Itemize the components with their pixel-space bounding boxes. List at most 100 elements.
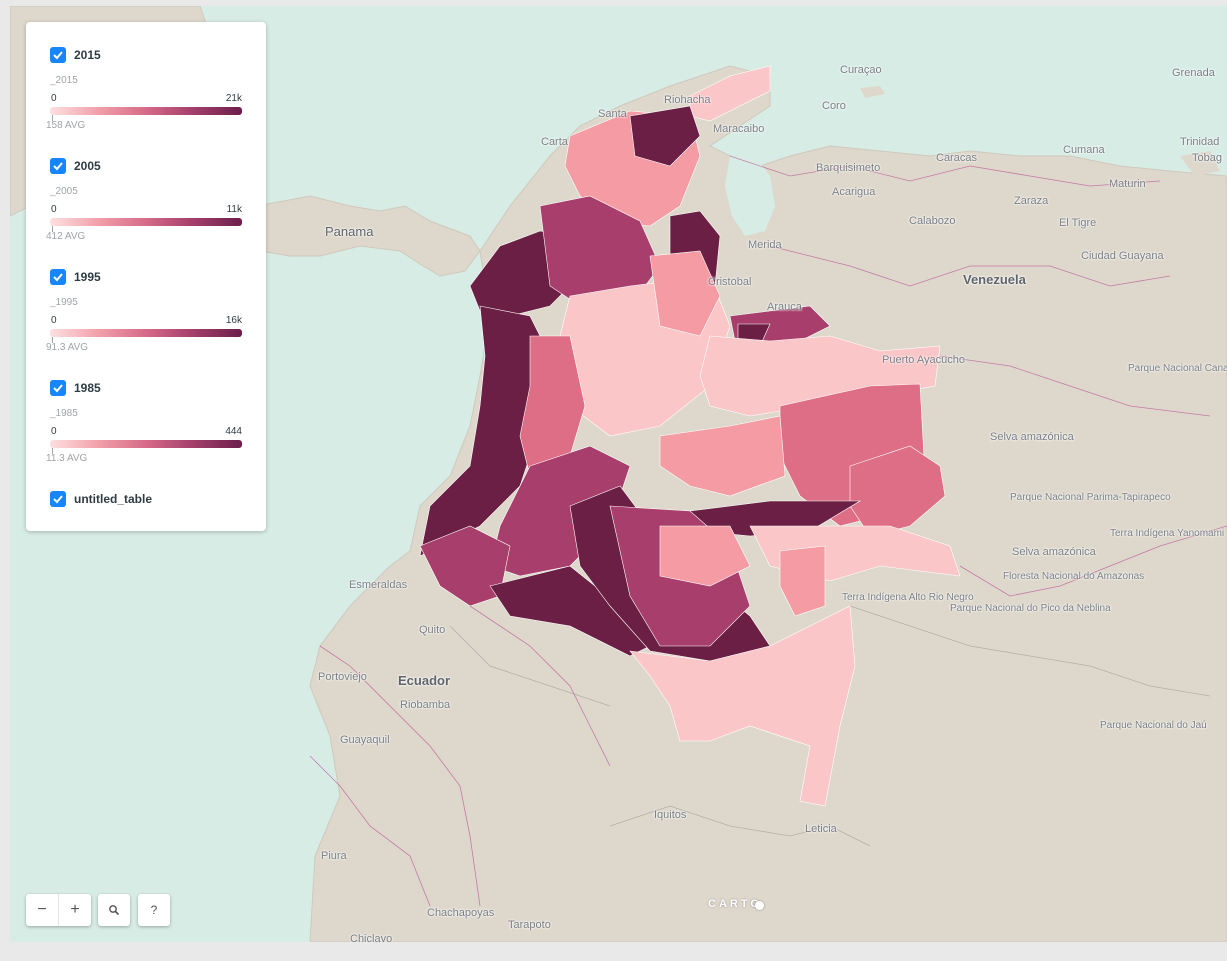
place-label: Zaraza bbox=[1014, 195, 1049, 207]
panama-land bbox=[229, 195, 481, 277]
park-label: Parque Nacional Parima-Tapirapeco bbox=[1010, 492, 1171, 503]
region-vaupes-mid bbox=[779, 545, 826, 617]
ramp-avg: 11.3 AVG bbox=[46, 453, 88, 464]
layer-checkbox[interactable] bbox=[50, 269, 66, 285]
park-label: Parque Nacional do Jaú bbox=[1100, 720, 1207, 731]
region-putumayo bbox=[489, 565, 651, 657]
layer-checkbox[interactable] bbox=[50, 491, 66, 507]
search-button[interactable] bbox=[98, 894, 130, 926]
layer-title: 2015 bbox=[74, 48, 101, 62]
carto-attribution[interactable]: CARTO bbox=[708, 898, 762, 910]
city-label-panama: Panama bbox=[325, 224, 374, 239]
country-label-ecuador: Ecuador bbox=[398, 673, 451, 688]
place-label: Chiclayo bbox=[350, 933, 393, 942]
place-label: Selva amazónica bbox=[990, 431, 1074, 443]
place-label: Santa bbox=[598, 108, 627, 120]
check-icon bbox=[53, 51, 63, 60]
layer-title: 1995 bbox=[74, 270, 101, 284]
colombia-choropleth[interactable] bbox=[419, 65, 961, 807]
region-vaupes bbox=[659, 525, 751, 587]
ramp-max: 11k bbox=[226, 204, 242, 215]
park-label: Terra Indígena Alto Rio Negro bbox=[842, 592, 974, 603]
layer-title: untitled_table bbox=[74, 492, 153, 506]
color-ramp bbox=[50, 218, 242, 226]
place-label: Acarigua bbox=[832, 186, 876, 198]
place-label: Portoviejo bbox=[318, 671, 367, 683]
color-ramp bbox=[50, 107, 242, 115]
place-label: Leticia bbox=[805, 823, 837, 835]
place-label: Caracas bbox=[936, 152, 977, 164]
zoom-control: − + bbox=[26, 894, 91, 926]
color-ramp bbox=[50, 329, 242, 337]
ramp-min: 0 bbox=[51, 315, 57, 326]
check-icon bbox=[53, 162, 63, 171]
ramp-min: 0 bbox=[51, 93, 57, 104]
check-icon bbox=[53, 384, 63, 393]
place-label: Grenada bbox=[1172, 67, 1215, 79]
region-santander bbox=[649, 250, 721, 337]
place-label: Selva amazónica bbox=[1012, 546, 1096, 558]
help-control: ? bbox=[138, 894, 170, 926]
check-icon bbox=[53, 495, 63, 504]
carto-logo-dot bbox=[755, 901, 764, 910]
place-label: Cristobal bbox=[708, 276, 752, 288]
park-label: Parque Nacional do Pico da Neblina bbox=[950, 603, 1111, 614]
place-label: Guayaquil bbox=[340, 734, 390, 746]
avg-tick bbox=[52, 115, 53, 121]
park-label: Floresta Nacional do Amazonas bbox=[1003, 571, 1145, 582]
layer-checkbox[interactable] bbox=[50, 158, 66, 174]
ramp-avg: 412 AVG bbox=[46, 231, 86, 242]
zoom-in-button[interactable]: + bbox=[58, 894, 91, 926]
place-label: Riohacha bbox=[664, 94, 711, 106]
zoom-out-button[interactable]: − bbox=[37, 901, 47, 918]
color-ramp bbox=[50, 440, 242, 448]
region-guainia-east bbox=[849, 445, 946, 537]
search-icon bbox=[109, 905, 120, 916]
place-label: Merida bbox=[748, 239, 782, 251]
island-trinidad bbox=[1180, 151, 1220, 176]
basemap bbox=[10, 6, 1227, 942]
rivers-roads bbox=[449, 605, 1211, 847]
layer-field: _2015 bbox=[50, 75, 78, 86]
place-label: Riobamba bbox=[400, 699, 451, 711]
place-label: Tobag bbox=[1192, 152, 1222, 164]
place-label: Tarapoto bbox=[508, 919, 551, 931]
ramp-avg: 158 AVG bbox=[46, 120, 86, 131]
avg-tick bbox=[52, 226, 53, 232]
place-label: Calabozo bbox=[909, 215, 956, 227]
place-label: Piura bbox=[321, 850, 347, 862]
place-label: Arauca bbox=[767, 301, 802, 313]
place-label: Maracaibo bbox=[713, 123, 765, 135]
layer-checkbox[interactable] bbox=[50, 47, 66, 63]
place-label: Coro bbox=[822, 100, 846, 112]
layer-field: _1985 bbox=[50, 408, 78, 419]
place-label: Barquisimeto bbox=[816, 162, 881, 174]
place-label: El Tigre bbox=[1059, 217, 1097, 229]
avg-tick bbox=[52, 337, 53, 343]
place-label: Chachapoyas bbox=[427, 907, 495, 919]
ramp-min: 0 bbox=[51, 426, 57, 437]
place-label: Ciudad Guayana bbox=[1081, 250, 1164, 262]
layer-field: _2005 bbox=[50, 186, 78, 197]
layer-title: 2005 bbox=[74, 159, 101, 173]
region-amazonas bbox=[629, 605, 856, 807]
place-label: Curaçao bbox=[840, 64, 882, 76]
layer-field: _1995 bbox=[50, 297, 78, 308]
border-lines bbox=[309, 155, 1227, 907]
region-sierra bbox=[629, 105, 701, 167]
help-button[interactable]: ? bbox=[150, 903, 158, 917]
map-canvas[interactable]: Venezuela Ecuador Panama Curaçao Grenada… bbox=[10, 6, 1227, 942]
search-control bbox=[98, 894, 130, 926]
place-label: Iquitos bbox=[654, 809, 687, 821]
layer-checkbox[interactable] bbox=[50, 380, 66, 396]
lake-maracaibo bbox=[725, 156, 775, 236]
ramp-avg: 91.3 AVG bbox=[46, 342, 89, 353]
region-meta bbox=[659, 415, 786, 497]
island-curacao bbox=[860, 86, 885, 98]
place-label: Esmeraldas bbox=[349, 579, 408, 591]
place-label: Quito bbox=[419, 624, 446, 636]
place-label: Trinidad bbox=[1180, 136, 1220, 148]
avg-tick bbox=[52, 448, 53, 454]
ramp-max: 16k bbox=[225, 315, 242, 326]
ramp-max: 444 bbox=[225, 426, 242, 437]
